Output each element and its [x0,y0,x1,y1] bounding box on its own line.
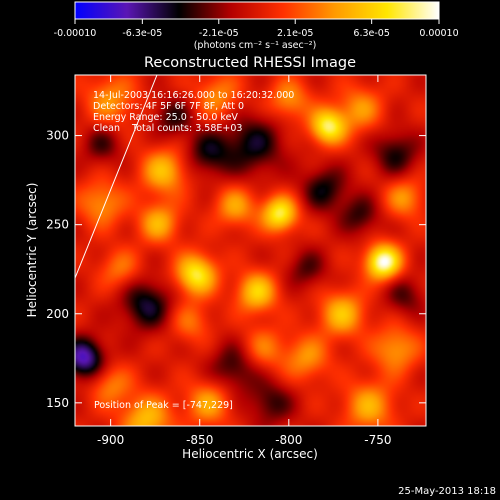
plot-area: -900 -850 -800 -750 150 200 250 300 14-Jul-2003… [46,74,427,447]
clean-info-label: Clean Total counts: 3.58E+03 [93,123,242,134]
energy-range-label: Energy Range: 25.0 - 50.0 keV [93,112,238,123]
info-block: 14-Jul-2003 16:16:26.000 to 16:20:32.000… [93,90,294,134]
x-tick-label: -800 [275,433,302,447]
colorbar-units-label: (photons cm⁻² s⁻¹ asec⁻²) [194,40,317,51]
colorbar-ticks: -0.00010 -6.3e-05 -2.1e-05 2.1e-05 6.3e-05 0.… [54,19,459,39]
y-tick-label: 150 [46,396,69,410]
plot-frame [74,74,427,427]
colorbar-tick-label: 2.1e-05 [277,28,313,39]
footer-date: 25-May-2013 18:18 [398,486,496,497]
colorbar-tick-label: -2.1e-05 [199,28,239,39]
colorbar-tick-label: -6.3e-05 [122,28,162,39]
colorbar-tick-label: 6.3e-05 [353,28,389,39]
x-tick-label: -900 [97,433,124,447]
chart-title: Reconstructed RHESSI Image [144,55,356,71]
y-tick-label: 250 [46,218,69,232]
colorbar: -0.00010 -6.3e-05 -2.1e-05 2.1e-05 6.3e-05 0.… [54,1,459,51]
solar-limb-line [75,75,158,279]
colorbar-strip [74,1,440,20]
x-tick-label: -850 [186,433,213,447]
y-axis-label: Heliocentric Y (arcsec) [25,183,39,318]
y-tick-label: 300 [46,129,69,143]
colorbar-tick-label: -0.00010 [54,28,97,39]
y-tick-label: 200 [46,307,69,321]
peak-position-label: Position of Peak = [-747,229] [94,400,233,411]
axis-ticks: -900 -850 -800 -750 150 200 250 300 [46,75,426,447]
x-axis-label: Heliocentric X (arcsec) [182,447,318,461]
detectors-label: Detectors: 4F 5F 6F 7F 8F, Att 0 [93,101,244,112]
colorbar-tick-label: 0.00010 [419,28,458,39]
time-range-label: 14-Jul-2003 16:16:26.000 to 16:20:32.000 [93,90,294,101]
x-tick-label: -750 [364,433,391,447]
